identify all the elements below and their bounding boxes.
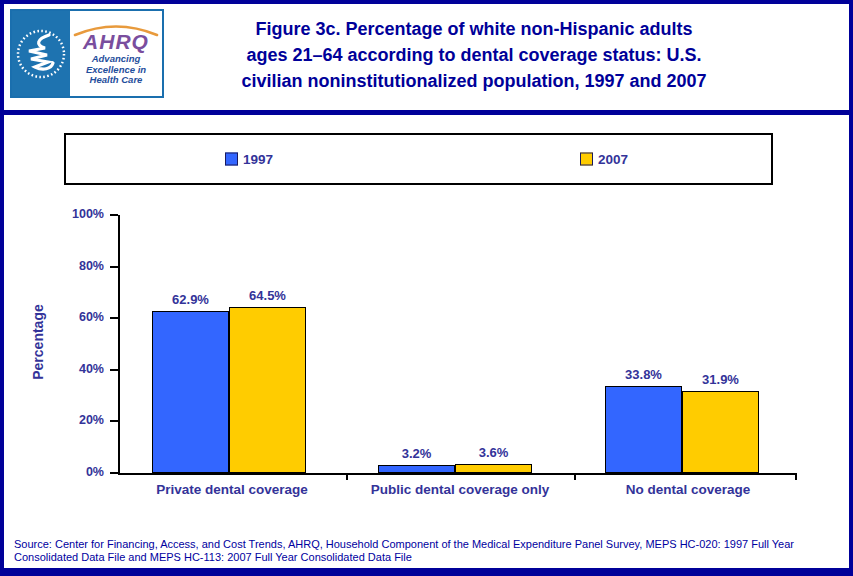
x-axis-line xyxy=(118,473,797,475)
page: AHRQ Advancing Excellence in Health Care… xyxy=(4,4,849,568)
bar-value-label: 3.6% xyxy=(443,445,544,460)
y-tick-mark xyxy=(110,472,118,474)
y-tick-mark xyxy=(110,420,118,422)
y-tick-label: 100% xyxy=(42,207,104,221)
bar-2007 xyxy=(455,464,532,473)
slide-frame: AHRQ Advancing Excellence in Health Care… xyxy=(0,0,853,576)
bar-1997 xyxy=(152,311,229,473)
y-tick-label: 20% xyxy=(42,413,104,427)
bar-chart: Percentage 0%20%40%60%80%100%62.9%3.2%33… xyxy=(4,4,849,568)
bar-2007 xyxy=(682,391,759,473)
bar-1997 xyxy=(605,386,682,473)
y-axis-title: Percentage xyxy=(30,282,46,402)
category-label: Private dental coverage xyxy=(102,482,362,497)
category-label: No dental coverage xyxy=(558,482,818,497)
y-tick-mark xyxy=(110,317,118,319)
y-axis-line xyxy=(118,215,120,475)
y-tick-label: 60% xyxy=(42,310,104,324)
bar-2007 xyxy=(229,307,306,473)
bar-1997 xyxy=(378,465,455,473)
category-label: Public dental coverage only xyxy=(330,482,590,497)
x-tick-mark xyxy=(574,474,576,480)
y-tick-label: 40% xyxy=(42,362,104,376)
x-tick-mark xyxy=(346,474,348,480)
bar-value-label: 31.9% xyxy=(670,372,771,387)
y-tick-label: 0% xyxy=(42,465,104,479)
y-tick-mark xyxy=(110,369,118,371)
bar-value-label: 64.5% xyxy=(217,288,318,303)
source-note: Source: Center for Financing, Access, an… xyxy=(14,538,840,564)
y-tick-mark xyxy=(110,214,118,216)
x-tick-mark xyxy=(795,474,797,480)
y-tick-mark xyxy=(110,266,118,268)
y-tick-label: 80% xyxy=(42,259,104,273)
